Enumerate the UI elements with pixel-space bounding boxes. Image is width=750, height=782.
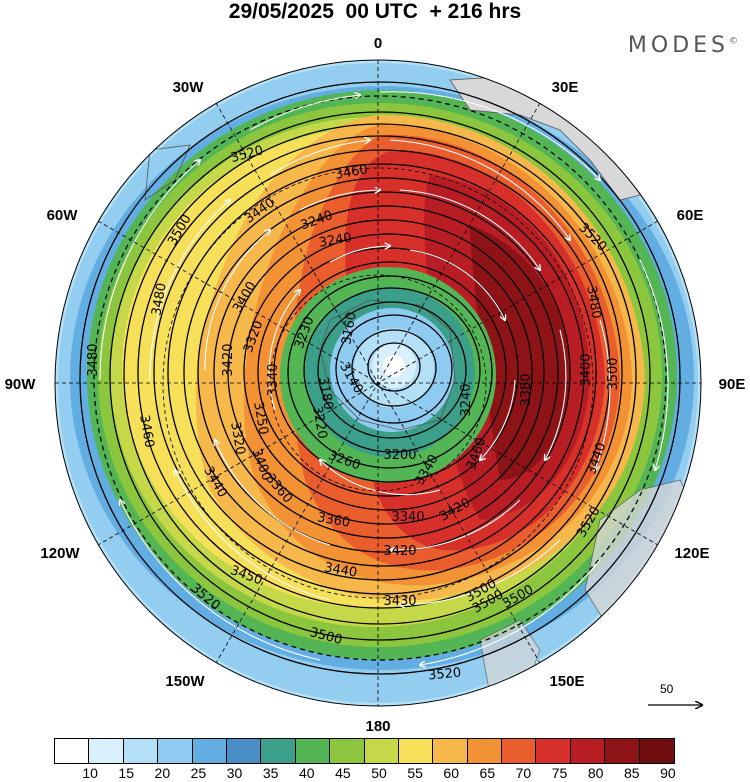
wind-scale-label: 50 bbox=[660, 682, 674, 696]
contour-label: 3340 bbox=[391, 510, 424, 525]
contour-label: 3200 bbox=[383, 448, 416, 463]
brand-text: MODES bbox=[627, 33, 729, 58]
lon-label-30w: 30W bbox=[173, 79, 205, 96]
colorbar-swatch bbox=[55, 739, 90, 763]
colorbar-swatch bbox=[89, 739, 124, 763]
colorbar-tick-label: 40 bbox=[298, 765, 315, 781]
colorbar-tick-label: 60 bbox=[443, 765, 460, 781]
lon-label-150w: 150W bbox=[165, 673, 205, 690]
lon-label-120w: 120W bbox=[40, 545, 80, 562]
colorbar-swatch bbox=[536, 739, 571, 763]
colorbar-swatch bbox=[570, 739, 606, 763]
colorbar-tick-label: 25 bbox=[190, 765, 207, 781]
contour-label: 3250 bbox=[250, 401, 271, 436]
contour-label: 3420 bbox=[383, 544, 416, 559]
colorbar-tick-label: 90 bbox=[660, 765, 676, 781]
colorbar-swatch bbox=[330, 739, 365, 763]
contour-label: 3500 bbox=[606, 357, 621, 390]
graticule bbox=[55, 60, 701, 706]
contour-label: 3480 bbox=[149, 282, 170, 317]
colorbar-tick-label: 30 bbox=[226, 765, 243, 781]
lon-label-60e: 60E bbox=[677, 207, 704, 224]
colorbar-tick-label: 55 bbox=[407, 765, 423, 781]
colorbar-tick-label: 15 bbox=[118, 765, 135, 781]
colorbar-swatch bbox=[123, 739, 159, 763]
wind-speed-colorbar bbox=[54, 738, 676, 764]
colorbar-tick-label: 35 bbox=[262, 765, 279, 781]
colorbar-swatch bbox=[158, 739, 193, 763]
contour-label: 3420 bbox=[221, 343, 236, 376]
map-frame bbox=[54, 59, 702, 707]
colorbar-tick-label: 80 bbox=[587, 765, 604, 781]
contour-label: 3240 bbox=[459, 383, 474, 416]
lon-label-180: 180 bbox=[365, 718, 390, 735]
colorbar-swatch bbox=[261, 739, 296, 763]
colorbar-tick-label: 50 bbox=[371, 765, 387, 781]
colorbar-swatch bbox=[295, 739, 331, 763]
lon-label-0: 0 bbox=[374, 35, 382, 52]
colorbar-tick-label: 70 bbox=[515, 765, 532, 781]
contour-label: 3380 bbox=[519, 373, 534, 406]
colorbar-swatch bbox=[467, 739, 503, 763]
colorbar-swatch bbox=[502, 739, 537, 763]
lon-label-120e: 120E bbox=[674, 545, 709, 562]
colorbar-swatch bbox=[364, 739, 399, 763]
contour-label: 3520 bbox=[428, 666, 462, 684]
colorbar-ticks: 10 15 20 25 30 35 40 45 50 55 60 65 70 75 80 85 90 bbox=[54, 765, 704, 781]
colorbar-tick-label: 10 bbox=[82, 765, 98, 781]
map-title: 29/05/2025 00 UTC + 216 hrs bbox=[228, 0, 522, 23]
colorbar-swatch bbox=[226, 739, 262, 763]
lon-label-30e: 30E bbox=[552, 79, 579, 96]
colorbar-tick-label: 85 bbox=[623, 765, 640, 781]
brand-mark: © bbox=[729, 36, 738, 47]
contour-label: 3360 bbox=[316, 510, 351, 531]
contour-labels: 3520 3460 3440 3500 3480 3400 3320 3240 3160 3240… bbox=[86, 143, 621, 683]
contour-label: 3460 bbox=[136, 414, 157, 449]
colorbar-swatch bbox=[433, 739, 468, 763]
longitude-labels: 0 30E 60E 90E 120E 150E 180 150W 120W 90… bbox=[5, 35, 746, 735]
modes-logo: MODES© bbox=[628, 33, 738, 58]
lon-label-90w: 90W bbox=[5, 376, 37, 393]
colorbar-swatch bbox=[605, 739, 640, 763]
colorbar-tick-label: 45 bbox=[335, 765, 351, 781]
contour-label: 3430 bbox=[383, 594, 416, 609]
colorbar-tick-label: 20 bbox=[154, 765, 171, 781]
colorbar-swatch bbox=[192, 739, 227, 763]
contour-label: 3240 bbox=[318, 230, 353, 251]
contour-label: 3440 bbox=[323, 560, 358, 581]
polar-map: 0 30E 60E 90E 120E 150E 180 150W 120W 90… bbox=[5, 35, 746, 735]
colorbar-tick-label: 65 bbox=[479, 765, 496, 781]
contour-label: 3480 bbox=[86, 343, 101, 376]
contour-label: 3400 bbox=[579, 353, 594, 386]
contour-label: 3460 bbox=[334, 162, 369, 183]
contour-label: 3160 bbox=[339, 311, 360, 346]
lon-label-150e: 150E bbox=[549, 673, 584, 690]
colorbar-swatch bbox=[639, 739, 675, 763]
contour-label: 3180 bbox=[315, 376, 336, 411]
contour-label: 3480 bbox=[583, 285, 604, 320]
colorbar-swatch bbox=[398, 739, 434, 763]
contour-label: 3340 bbox=[266, 363, 281, 396]
contour-label: 3320 bbox=[227, 421, 248, 456]
colorbar-tick-label: 75 bbox=[551, 765, 568, 781]
contour-label: 3220 bbox=[309, 405, 330, 440]
lon-label-60w: 60W bbox=[47, 207, 79, 224]
lon-label-90e: 90E bbox=[719, 376, 746, 393]
